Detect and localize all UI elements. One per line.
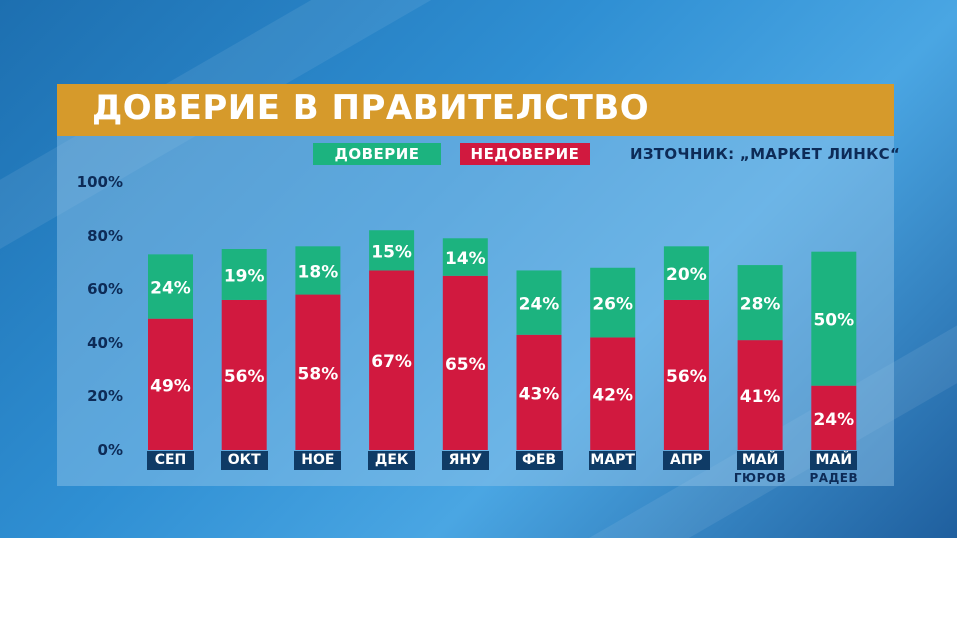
bar-trust <box>369 230 415 271</box>
bar-distrust <box>442 275 488 450</box>
bar-chart: 49% 24% 56% 19% 58% 18% 67% 15% 65% 14% 43% 24% 42% 2… <box>148 230 857 450</box>
bar-trust <box>516 270 562 335</box>
data-label-trust: 15% <box>371 242 412 262</box>
source-label: ИЗТОЧНИК: „МАРКЕТ ЛИНКС“ <box>630 145 901 163</box>
y-tick-label: 0% <box>97 441 123 459</box>
data-label-distrust: 56% <box>666 367 707 387</box>
legend-trust: ДОВЕРИЕ <box>313 143 441 165</box>
legend-distrust: НЕДОВЕРИЕ <box>460 143 590 165</box>
category-label: АПР <box>662 451 710 470</box>
bar-trust <box>148 254 193 319</box>
category-label: ЯНУ <box>441 451 489 470</box>
bar-trust <box>811 251 857 386</box>
data-label-distrust: 43% <box>519 384 560 404</box>
y-tick-label: 40% <box>87 333 123 352</box>
category-label: МАЙ <box>810 451 858 470</box>
data-label-trust: 28% <box>740 295 781 315</box>
data-label-trust: 20% <box>666 265 707 285</box>
y-tick-label: 100% <box>76 173 123 191</box>
y-tick-label: 60% <box>87 280 123 299</box>
chart-title: ДОВЕРИЕ В ПРАВИТЕЛСТВО <box>92 88 650 128</box>
category-label: ДЕК <box>368 451 416 470</box>
bar-trust <box>737 265 783 341</box>
category-label: МАЙ <box>736 451 784 470</box>
data-label-distrust: 24% <box>813 410 854 430</box>
data-label-trust: 24% <box>519 295 560 315</box>
data-label-distrust: 42% <box>592 386 633 406</box>
category-label: СЕП <box>147 451 194 470</box>
category-sublabel: РАДЕВ <box>809 471 859 485</box>
bar-distrust <box>590 337 636 450</box>
bar-trust <box>663 246 709 300</box>
data-label-trust: 19% <box>224 266 265 286</box>
category-sublabel: ГЮРОВ <box>733 471 787 485</box>
bar-distrust <box>737 340 783 450</box>
data-label-trust: 18% <box>298 262 339 282</box>
category-label: ОКТ <box>220 451 268 470</box>
y-tick-label: 20% <box>87 387 123 406</box>
bar-trust <box>221 249 267 300</box>
data-label-distrust: 58% <box>298 364 339 384</box>
data-label-distrust: 67% <box>371 352 412 372</box>
bar-distrust <box>148 318 193 450</box>
y-tick-label: 80% <box>87 226 123 245</box>
bar-distrust <box>811 385 857 450</box>
category-label: МАРТ <box>589 451 637 470</box>
category-label: ФЕВ <box>515 451 563 470</box>
bar-distrust <box>369 270 415 450</box>
data-label-trust: 26% <box>592 295 633 315</box>
data-label-distrust: 41% <box>740 387 781 407</box>
bar-distrust <box>295 294 341 450</box>
data-label-distrust: 56% <box>224 367 265 387</box>
data-label-trust: 50% <box>813 311 854 331</box>
bar-trust <box>295 246 341 295</box>
bar-trust <box>442 238 488 276</box>
bar-distrust <box>663 299 709 450</box>
bar-distrust <box>221 299 267 450</box>
bar-trust <box>590 267 636 338</box>
category-label: НОЕ <box>294 451 342 470</box>
bar-distrust <box>516 334 562 450</box>
data-label-distrust: 49% <box>150 376 191 396</box>
title-bar <box>57 84 894 136</box>
data-label-trust: 24% <box>150 279 191 299</box>
data-label-trust: 14% <box>445 249 486 269</box>
data-label-distrust: 65% <box>445 355 486 375</box>
